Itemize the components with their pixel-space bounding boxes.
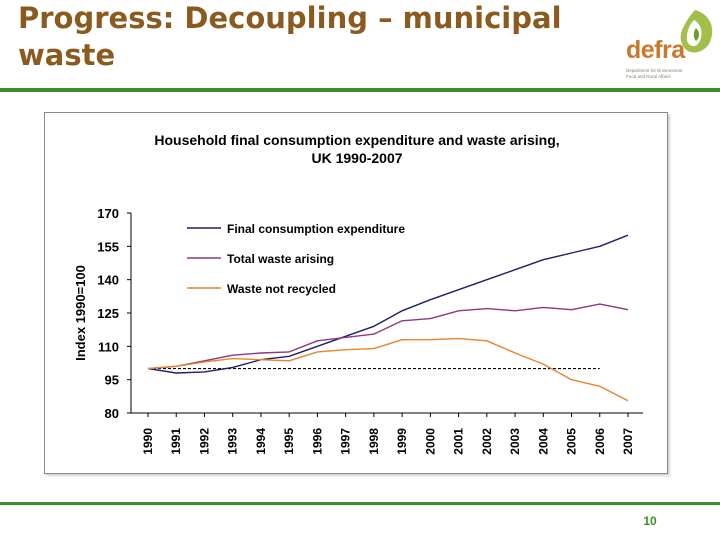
x-tick-label: 1994 [254, 428, 268, 455]
logo-wordmark: defra [626, 36, 685, 64]
x-tick-label: 2001 [452, 428, 466, 455]
page-number: 10 [643, 514, 657, 528]
defra-logo: defra Department for Environment Food an… [620, 6, 720, 86]
x-tick-label: 1999 [395, 428, 409, 455]
line-chart: Household final consumption expenditure … [73, 132, 643, 455]
x-tick-label: 1990 [141, 428, 155, 455]
x-tick-label: 2006 [593, 428, 607, 455]
x-tick-label: 2007 [621, 428, 635, 455]
y-tick-label: 80 [105, 406, 119, 421]
chart-title: Household final consumption expenditure … [154, 132, 559, 148]
slide-title: Progress: Decoupling – municipal waste [18, 1, 562, 72]
y-tick-label: 155 [97, 239, 119, 254]
y-axis-label: Index 1990=100 [73, 265, 88, 361]
y-tick-label: 125 [97, 306, 119, 321]
x-tick-label: 2003 [508, 428, 522, 455]
x-tick-label: 2005 [565, 428, 579, 455]
x-tick-label: 1998 [367, 428, 381, 455]
chart-frame: Household final consumption expenditure … [44, 112, 668, 474]
top-divider [0, 88, 720, 92]
y-tick-label: 110 [98, 339, 119, 354]
x-tick-label: 1991 [169, 428, 183, 455]
bottom-divider [0, 502, 720, 505]
x-tick-label: 2002 [480, 428, 494, 455]
y-tick-label: 170 [97, 206, 119, 221]
x-tick-label: 1997 [339, 428, 353, 455]
x-tick-label: 2000 [423, 428, 437, 455]
x-tick-label: 1995 [282, 428, 296, 455]
legend-label: Total waste arising [227, 252, 334, 266]
series-line-2 [147, 303, 629, 370]
series-line-3 [147, 337, 629, 402]
y-tick-label: 140 [97, 273, 119, 288]
x-tick-label: 1996 [310, 428, 324, 455]
logo-tagline: Department for Environment Food and Rura… [626, 68, 683, 79]
x-tick-label: 1992 [197, 428, 211, 455]
y-tick-label: 95 [105, 373, 119, 388]
x-tick-label: 1993 [226, 428, 240, 455]
legend-label: Final consumption expenditure [227, 222, 405, 236]
leaf-icon [680, 10, 713, 53]
chart-subtitle: UK 1990-2007 [311, 150, 402, 166]
x-tick-label: 2004 [536, 428, 550, 455]
series-line-1 [147, 234, 629, 374]
legend-label: Waste not recycled [227, 282, 336, 296]
